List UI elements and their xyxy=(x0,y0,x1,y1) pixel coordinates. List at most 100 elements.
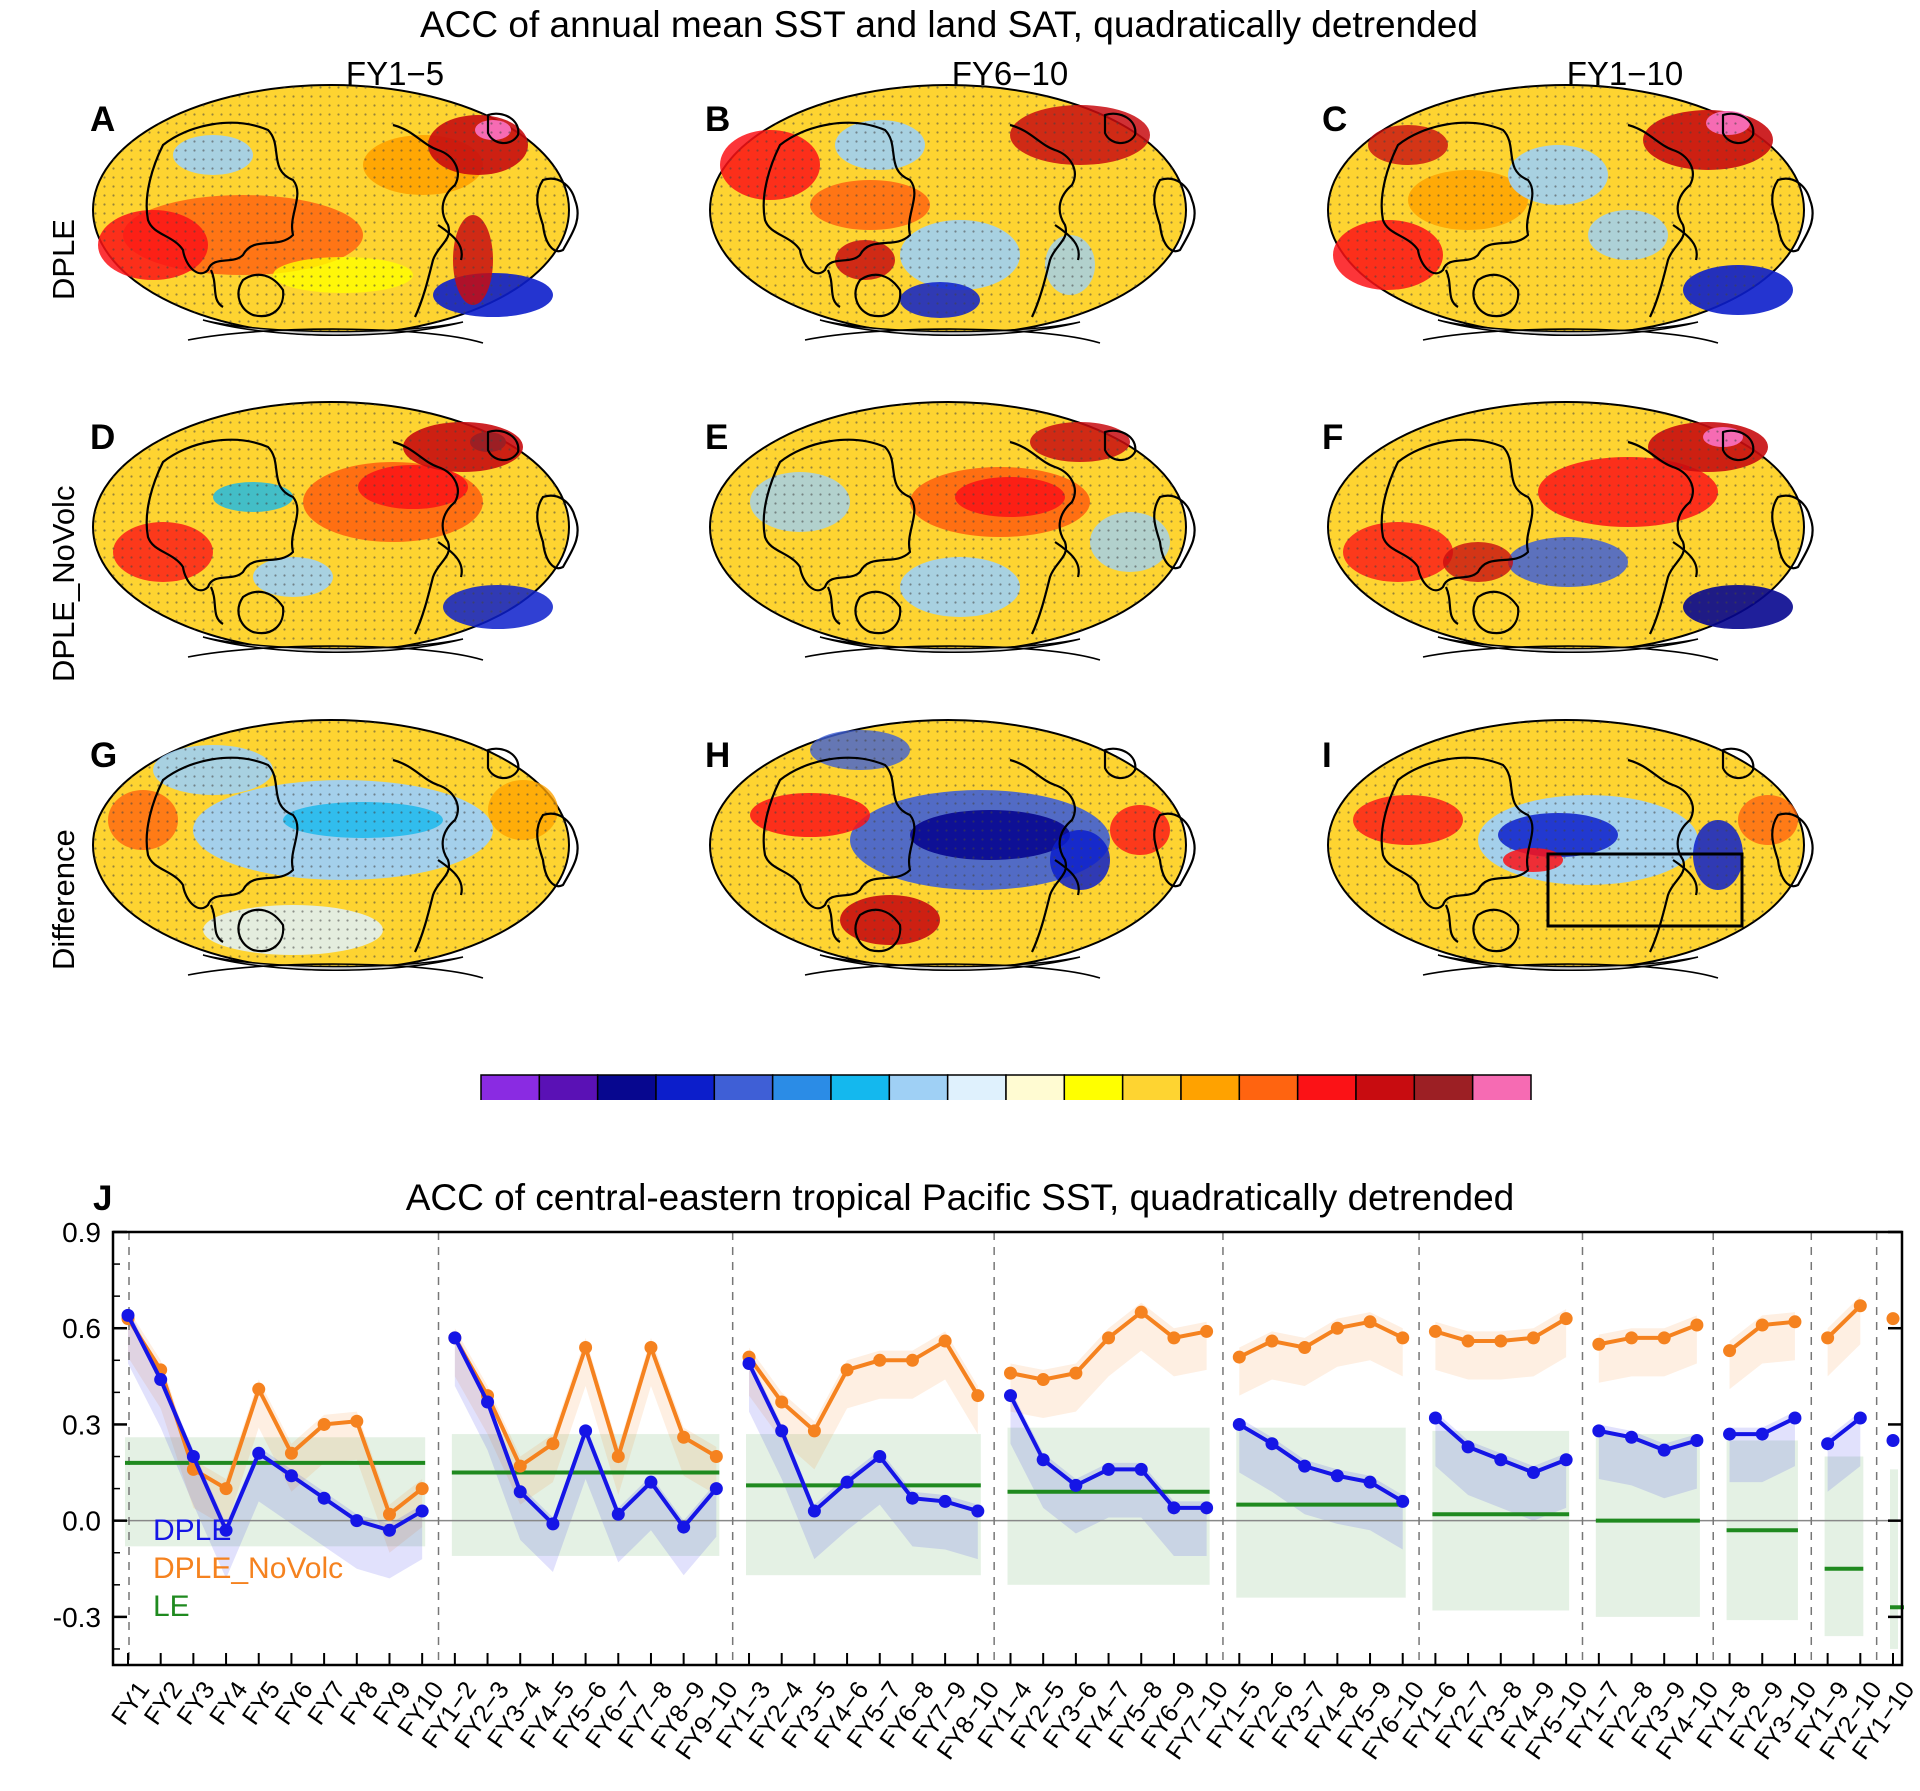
legend-dple: DPLE xyxy=(153,1514,231,1547)
dple-point xyxy=(677,1520,691,1534)
novolc-point xyxy=(1853,1299,1867,1313)
colorbar-swatch xyxy=(1471,1074,1532,1100)
novolc-point xyxy=(1461,1334,1475,1348)
dple-point xyxy=(1559,1453,1573,1467)
dple-spread xyxy=(454,1331,717,1576)
colorbar-swatch xyxy=(946,1074,1007,1100)
colorbar-swatch xyxy=(713,1074,774,1100)
novolc-point xyxy=(1625,1331,1639,1345)
dple-point xyxy=(1363,1475,1377,1489)
dple-point xyxy=(1494,1453,1508,1467)
le-band xyxy=(1236,1427,1406,1598)
dple-point xyxy=(1396,1494,1410,1508)
novolc-point xyxy=(1526,1331,1540,1345)
novolc-point xyxy=(1657,1331,1671,1345)
novolc-point xyxy=(611,1450,625,1464)
chart-j: J ACC of central-eastern tropical Pacifi… xyxy=(53,1177,1920,1765)
dple-point xyxy=(709,1482,723,1496)
novolc-point xyxy=(1363,1315,1377,1329)
dple-point xyxy=(382,1523,396,1537)
novolc-point xyxy=(840,1363,854,1377)
map-panel-c xyxy=(1327,84,1814,345)
novolc-point xyxy=(382,1507,396,1521)
novolc-point xyxy=(415,1482,429,1496)
novolc-spread xyxy=(1239,1312,1403,1396)
novolc-point xyxy=(1167,1331,1181,1345)
novolc-spread xyxy=(128,1308,423,1553)
panel-label-h: H xyxy=(705,736,731,775)
dple-point xyxy=(1461,1440,1475,1454)
panel-label-c: C xyxy=(1322,100,1348,139)
novolc-spread xyxy=(1598,1315,1697,1383)
novolc-point xyxy=(971,1389,985,1403)
dple-point xyxy=(971,1504,985,1518)
map-panel-d xyxy=(92,401,579,662)
novolc-point xyxy=(775,1395,789,1409)
dple-spread xyxy=(1729,1411,1795,1483)
novolc-point xyxy=(1690,1318,1704,1332)
legend-le: LE xyxy=(153,1590,190,1623)
novolc-point xyxy=(807,1424,821,1438)
novolc-point xyxy=(709,1450,723,1464)
novolc-point xyxy=(1232,1350,1246,1364)
dple-point xyxy=(1102,1462,1116,1476)
novolc-point xyxy=(1396,1331,1410,1345)
dple-point xyxy=(644,1475,658,1489)
novolc-point xyxy=(1886,1312,1900,1326)
colorbar-swatch xyxy=(1180,1074,1241,1100)
dple-line xyxy=(126,1314,424,1536)
colorbar: −0.7−0.5−0.3−0.10.10.30.50.7 xyxy=(480,1074,1532,1100)
dple-point xyxy=(579,1424,593,1438)
y-tick-label: -0.3 xyxy=(53,1602,101,1633)
y-tick-label: 0.6 xyxy=(62,1313,101,1344)
novolc-point xyxy=(677,1430,691,1444)
legend-dple-novolc: DPLE_NoVolc xyxy=(153,1552,343,1585)
novolc-point xyxy=(873,1353,887,1367)
le-band xyxy=(451,1434,720,1556)
novolc-point xyxy=(1004,1366,1017,1380)
dple-point xyxy=(154,1373,168,1387)
dple-point xyxy=(121,1308,135,1322)
map-panel-f xyxy=(1327,401,1814,662)
novolc-point xyxy=(1036,1373,1050,1387)
dple-point xyxy=(938,1494,952,1508)
map-panel-i xyxy=(1327,719,1814,980)
novolc-point xyxy=(1069,1366,1083,1380)
novolc-point xyxy=(1200,1324,1214,1338)
dple-point xyxy=(448,1331,462,1345)
panel-label-d: D xyxy=(90,418,116,457)
colorbar-swatch xyxy=(771,1074,832,1100)
map-panel-b xyxy=(709,84,1196,345)
novolc-point xyxy=(1559,1312,1573,1326)
dple-point xyxy=(1657,1443,1671,1457)
novolc-point xyxy=(1134,1305,1148,1319)
novolc-point xyxy=(1788,1315,1802,1329)
dple-point xyxy=(1134,1462,1148,1476)
dple-point xyxy=(513,1485,527,1499)
dple-point xyxy=(1788,1411,1802,1425)
novolc-point xyxy=(284,1446,298,1460)
novolc-point xyxy=(1494,1334,1508,1348)
novolc-line xyxy=(1826,1304,1862,1340)
panel-label-g: G xyxy=(90,736,118,775)
dple-point xyxy=(1232,1417,1246,1431)
novolc-point xyxy=(1265,1334,1279,1348)
dple-point xyxy=(1036,1453,1050,1467)
dple-point xyxy=(1069,1478,1083,1492)
dple-point xyxy=(284,1469,298,1483)
dple-point xyxy=(840,1475,854,1489)
panel-label-j: J xyxy=(93,1179,112,1218)
dple-point xyxy=(1755,1427,1769,1441)
map-panel-g xyxy=(92,719,579,980)
panel-label-b: B xyxy=(705,100,731,139)
chart-title: ACC of central-eastern tropical Pacific … xyxy=(406,1177,1514,1218)
colorbar-swatch xyxy=(1238,1074,1299,1100)
novolc-point xyxy=(938,1334,952,1348)
dple-spread xyxy=(1598,1424,1697,1499)
novolc-point xyxy=(1428,1324,1442,1338)
panel-label-i: I xyxy=(1322,736,1332,775)
dple-point xyxy=(1298,1459,1312,1473)
novolc-point xyxy=(1755,1318,1769,1332)
dple-point xyxy=(807,1504,821,1518)
plot-frame xyxy=(111,1230,1904,1667)
